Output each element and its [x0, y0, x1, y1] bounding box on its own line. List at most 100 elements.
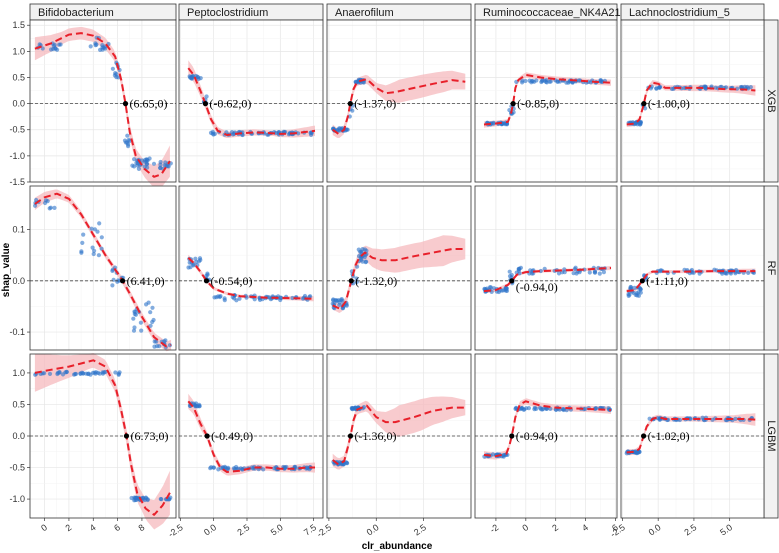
data-point — [710, 417, 715, 422]
y-tick-label: 1.0 — [12, 368, 25, 378]
data-point — [638, 287, 643, 292]
data-point — [282, 465, 288, 471]
x-tick-label: 8 — [137, 522, 147, 533]
fit-curve — [187, 257, 314, 300]
data-point — [97, 221, 102, 226]
panel-border — [620, 353, 765, 519]
data-point — [488, 285, 493, 290]
data-point — [594, 406, 599, 411]
data-point — [702, 85, 708, 90]
data-point — [544, 80, 549, 85]
data-point — [240, 467, 245, 472]
facet-panel: (-1.32,0) — [326, 185, 472, 351]
x-tick-label: 2 — [64, 522, 74, 533]
data-point — [337, 302, 342, 307]
data-point — [129, 495, 134, 501]
fit-curve — [187, 67, 316, 136]
panel-border — [326, 19, 472, 183]
y-tick-label: -0.5 — [9, 125, 25, 135]
zero-crossing-label: (-1.36,0) — [354, 429, 396, 443]
data-point — [507, 269, 512, 274]
data-point — [234, 298, 239, 303]
zero-crossing-marker — [510, 101, 516, 107]
row-strip: RF — [763, 185, 779, 351]
row-strip-label: XGB — [765, 89, 777, 112]
zero-crossing-label: (-0.94,0) — [516, 429, 558, 443]
strip-label: Ruminococcaceae_NK4A214 — [483, 7, 627, 19]
data-point — [347, 114, 352, 119]
x-tick-label: 5.0 — [269, 522, 285, 537]
data-point — [195, 404, 200, 409]
data-point — [647, 416, 652, 421]
column-strip: Lachnoclostridium_5 — [620, 3, 765, 21]
zero-crossing-label: (6.41,0) — [127, 274, 165, 288]
data-point — [163, 338, 168, 343]
data-point — [43, 198, 49, 203]
row-strip-label: LGBM — [765, 420, 777, 451]
data-point — [629, 285, 634, 290]
data-point — [100, 371, 105, 376]
facet-panel: (-1.02,0) — [620, 353, 765, 519]
y-tick-label: 0.0 — [12, 431, 25, 441]
data-point — [111, 277, 116, 282]
data-point — [130, 163, 135, 168]
fit-curve — [626, 270, 756, 293]
data-point — [544, 406, 550, 411]
x-tick-label: 0.0 — [365, 522, 381, 537]
y-tick-label: -1.0 — [9, 494, 25, 504]
panel-border — [620, 19, 765, 183]
data-point — [73, 371, 78, 377]
zero-crossing-label: (-0.62,0) — [209, 97, 251, 111]
x-tick-label: 2 — [550, 522, 560, 533]
data-point — [88, 44, 93, 49]
data-point — [230, 132, 236, 137]
confidence-band — [484, 398, 611, 460]
data-point — [55, 370, 61, 375]
data-point — [211, 132, 216, 137]
data-point — [524, 406, 529, 411]
data-point — [53, 46, 58, 51]
panel-background — [621, 20, 764, 182]
data-point — [208, 466, 213, 471]
y-tick-label: 0.5 — [12, 72, 25, 82]
zero-crossing-marker — [641, 101, 647, 107]
data-point — [632, 285, 637, 290]
panel-border — [178, 19, 324, 183]
confidence-band — [332, 396, 466, 470]
confidence-band — [332, 70, 466, 138]
data-point — [331, 297, 336, 302]
data-point — [186, 265, 191, 270]
data-point — [518, 265, 524, 270]
data-point — [349, 406, 354, 411]
x-tick-label: -2 — [488, 522, 500, 535]
data-point — [167, 343, 172, 348]
confidence-band — [188, 254, 314, 302]
panel-border — [474, 185, 618, 351]
data-point — [126, 137, 131, 142]
data-point — [99, 235, 104, 240]
zero-crossing-label: (6.73,0) — [130, 429, 168, 443]
data-point — [583, 406, 588, 411]
fit-curve — [34, 192, 172, 348]
facet-panel: (-0.94,0) — [474, 353, 618, 519]
zero-crossing-marker — [202, 101, 208, 107]
y-tick-label: -0.5 — [9, 463, 25, 473]
data-point — [113, 265, 118, 270]
data-point — [33, 372, 38, 377]
data-point — [532, 405, 538, 410]
facet-panel: (-0.85,0) — [474, 19, 618, 183]
data-point — [133, 309, 138, 314]
panel-background — [30, 186, 176, 350]
x-tick-label: 0 — [520, 522, 530, 533]
y-tick-label: -0.1 — [9, 327, 25, 337]
data-point — [150, 305, 155, 310]
x-tick-label: 5.0 — [718, 522, 734, 537]
data-point — [159, 497, 164, 502]
zero-crossing-label: (-0.94,0) — [516, 280, 558, 294]
x-tick-label: 2.5 — [235, 522, 251, 537]
data-point — [212, 295, 217, 300]
row-strip: XGB — [763, 19, 779, 183]
fit-curve — [34, 359, 171, 516]
data-point — [158, 165, 163, 171]
